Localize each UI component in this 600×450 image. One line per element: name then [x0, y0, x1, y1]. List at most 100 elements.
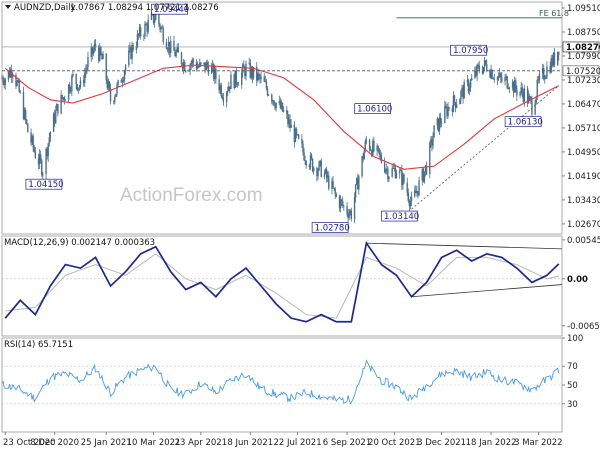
candle-body: [454, 102, 457, 108]
candle-body: [227, 90, 229, 93]
candle-body: [244, 68, 246, 77]
candle-body: [452, 95, 455, 112]
x-tick-label: 3 Mar 2022: [514, 438, 562, 448]
candle-body: [349, 210, 351, 214]
candle-body: [242, 64, 244, 73]
candle-body: [191, 59, 193, 64]
candle-body: [385, 169, 387, 173]
candle-body: [432, 137, 434, 146]
current-price-label: 1.08276: [566, 43, 600, 53]
candle-body: [526, 88, 529, 104]
candle-body: [109, 88, 112, 102]
candle-body: [250, 67, 253, 78]
candle-body: [303, 151, 305, 161]
candle-body: [331, 181, 333, 189]
candle-body: [421, 168, 423, 181]
candle-body: [297, 134, 300, 139]
candle-body: [373, 141, 375, 151]
candle-body: [400, 169, 402, 171]
candle-body: [354, 184, 357, 198]
candle-body: [326, 175, 329, 179]
candle-body: [245, 63, 247, 77]
candle-body: [280, 102, 283, 109]
price-ohlc-header: 1.07867 1.08294 1.07721 1.08276: [70, 3, 219, 13]
candle-body: [86, 67, 88, 70]
candle-body: [491, 70, 493, 79]
candle-body: [165, 42, 168, 49]
candle-body: [521, 87, 523, 93]
candle-body: [94, 44, 97, 48]
candle-body: [462, 87, 464, 99]
macd-y-tick-label: 0.005456: [567, 236, 600, 246]
candle-body: [537, 79, 540, 81]
candle-body: [368, 140, 371, 150]
candle-body: [333, 187, 335, 189]
annotation-label: 1.02780: [315, 223, 350, 233]
candle-body: [132, 45, 134, 51]
candle-body: [152, 12, 155, 23]
candle-body: [79, 80, 82, 87]
candle-body: [72, 73, 74, 76]
price-y-tick-label: 1.04190: [567, 172, 600, 182]
candle-body: [203, 62, 205, 65]
candle-body: [45, 148, 47, 175]
candle-body: [33, 147, 35, 152]
candle-body: [76, 84, 78, 91]
candle-body: [34, 151, 37, 159]
macd-line: [4, 241, 560, 323]
candle-body: [529, 95, 531, 98]
candle-body: [383, 162, 386, 173]
candle-body: [395, 173, 398, 178]
candle-body: [424, 165, 427, 172]
candle-body: [204, 62, 206, 71]
candle-body: [475, 70, 477, 76]
candle-body: [259, 75, 261, 79]
candle-body: [281, 102, 284, 112]
annotation-label: 1.07950: [453, 46, 488, 56]
candle-body: [221, 96, 224, 99]
candle-body: [158, 14, 160, 25]
x-tick-label: 22 Jul 2021: [274, 438, 322, 448]
candle-body: [235, 70, 238, 84]
candle-body: [551, 58, 554, 66]
candle-body: [87, 56, 89, 68]
annotation-box: [504, 116, 542, 128]
candle-body: [213, 64, 215, 79]
candle-body: [48, 137, 50, 144]
candle-body: [302, 143, 304, 152]
macd-trendline: [366, 242, 563, 250]
candle-body: [229, 86, 231, 90]
candle-body: [199, 62, 201, 67]
candle-body: [490, 70, 492, 78]
candle-body: [166, 48, 169, 50]
candle-body: [511, 82, 514, 88]
rsi-line: [1, 359, 560, 405]
candle-body: [387, 168, 389, 180]
candle-body: [23, 109, 26, 119]
candle-body: [258, 73, 260, 76]
annotation-box: [311, 222, 349, 233]
candle-body: [414, 190, 416, 197]
candle-body: [257, 73, 259, 81]
candle-body: [323, 173, 326, 177]
candle-body: [123, 70, 126, 80]
candle-body: [286, 110, 288, 115]
rsi-title: RSI(14) 65.7151: [4, 340, 73, 350]
candle-body: [477, 64, 479, 66]
candle-body: [15, 74, 17, 86]
candle-body: [288, 119, 290, 125]
candle-body: [41, 160, 43, 176]
candle-body: [55, 110, 57, 123]
candle-body: [545, 76, 547, 79]
candle-body: [18, 80, 20, 92]
candle-body: [168, 41, 171, 53]
candle-body: [339, 199, 342, 209]
candle-body: [230, 74, 232, 90]
candle-body: [332, 181, 334, 188]
candle-body: [7, 70, 10, 80]
candle-body: [196, 66, 199, 69]
candle-body: [27, 123, 29, 133]
annotation-box: [151, 3, 188, 15]
candle-body: [500, 73, 502, 78]
candle-body: [506, 76, 508, 89]
